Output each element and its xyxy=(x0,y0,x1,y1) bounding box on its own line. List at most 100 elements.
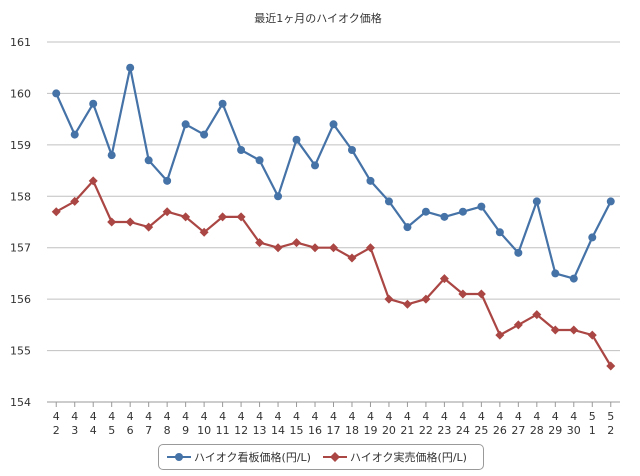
x-tick-month: 4 xyxy=(201,410,208,423)
x-tick-label: 47 xyxy=(145,410,152,437)
x-tick-day: 30 xyxy=(567,424,581,437)
data-point[interactable] xyxy=(477,202,486,211)
x-tick-month: 4 xyxy=(256,410,263,423)
data-point[interactable] xyxy=(292,238,302,248)
data-point[interactable] xyxy=(569,274,578,283)
data-point[interactable] xyxy=(347,253,357,263)
data-point[interactable] xyxy=(550,325,560,335)
legend-item-signboard-price[interactable]: ハイオク看板価格(円/L) xyxy=(167,449,311,465)
x-tick-month: 4 xyxy=(127,410,134,423)
x-tick-label: 418 xyxy=(345,410,359,437)
data-point[interactable] xyxy=(292,135,301,144)
x-tick-label: 49 xyxy=(182,410,189,437)
data-point[interactable] xyxy=(495,330,505,340)
data-point[interactable] xyxy=(384,294,394,304)
data-point[interactable] xyxy=(89,99,98,108)
x-tick-day: 26 xyxy=(493,424,507,437)
x-tick-month: 4 xyxy=(238,410,245,423)
data-point[interactable] xyxy=(403,223,412,232)
data-point[interactable] xyxy=(181,212,191,222)
data-point[interactable] xyxy=(311,161,320,170)
data-point[interactable] xyxy=(218,99,227,108)
data-point[interactable] xyxy=(365,243,375,253)
data-point[interactable] xyxy=(70,130,79,139)
data-point[interactable] xyxy=(310,243,320,253)
data-point[interactable] xyxy=(329,243,338,253)
data-point[interactable] xyxy=(163,176,172,185)
data-point[interactable] xyxy=(255,238,265,248)
x-tick-month: 4 xyxy=(293,410,300,423)
data-point[interactable] xyxy=(51,207,61,217)
data-point[interactable] xyxy=(440,212,449,221)
x-tick-label: 417 xyxy=(327,410,341,437)
data-point[interactable] xyxy=(218,212,228,222)
data-point[interactable] xyxy=(144,156,153,165)
x-tick-month: 4 xyxy=(164,410,171,423)
data-point[interactable] xyxy=(606,197,615,206)
x-tick-label: 419 xyxy=(363,410,377,437)
x-tick-label: 42 xyxy=(53,410,60,437)
data-point[interactable] xyxy=(347,146,356,154)
data-point[interactable] xyxy=(126,63,135,72)
data-point[interactable] xyxy=(329,120,338,129)
x-tick-label: 420 xyxy=(382,410,396,437)
x-tick-day: 9 xyxy=(182,424,189,437)
data-point[interactable] xyxy=(200,130,209,139)
data-point[interactable] xyxy=(439,274,449,284)
data-point[interactable] xyxy=(255,156,264,165)
legend-item-actual-price[interactable]: ハイオク実売価格(円/L) xyxy=(322,449,467,465)
x-tick-month: 4 xyxy=(145,410,152,423)
x-tick-month: 5 xyxy=(607,410,614,423)
data-point[interactable] xyxy=(421,207,430,216)
y-tick-label: 154 xyxy=(10,396,31,409)
data-point[interactable] xyxy=(551,269,560,278)
data-point[interactable] xyxy=(421,294,431,304)
data-point[interactable] xyxy=(513,320,523,330)
x-tick-day: 28 xyxy=(530,424,544,437)
x-tick-day: 20 xyxy=(382,424,396,437)
series-layer xyxy=(51,63,616,371)
data-point[interactable] xyxy=(366,176,375,185)
data-point[interactable] xyxy=(181,120,190,129)
data-point[interactable] xyxy=(476,289,486,299)
x-tick-label: 411 xyxy=(216,410,230,437)
x-tick-label: 422 xyxy=(419,410,433,437)
diamond-marker-icon xyxy=(322,452,347,462)
data-point[interactable] xyxy=(273,243,283,253)
series-1 xyxy=(51,176,616,371)
data-point[interactable] xyxy=(514,248,523,257)
data-point[interactable] xyxy=(274,192,283,201)
data-point[interactable] xyxy=(125,217,135,227)
data-point[interactable] xyxy=(52,89,61,98)
x-tick-day: 11 xyxy=(216,424,230,437)
x-tick-label: 48 xyxy=(164,410,171,437)
x-tick-label: 412 xyxy=(234,410,248,437)
data-point[interactable] xyxy=(588,233,597,242)
data-point[interactable] xyxy=(569,325,579,335)
data-point[interactable] xyxy=(532,197,541,206)
data-point[interactable] xyxy=(384,197,393,206)
data-point[interactable] xyxy=(458,207,467,216)
data-point[interactable] xyxy=(236,212,246,222)
data-point[interactable] xyxy=(107,217,117,227)
data-point[interactable] xyxy=(495,228,504,237)
circle-marker-icon xyxy=(167,453,191,461)
data-point[interactable] xyxy=(70,196,80,206)
x-tick-day: 4 xyxy=(90,424,97,437)
data-point[interactable] xyxy=(606,361,616,371)
data-point[interactable] xyxy=(162,207,172,217)
x-tick-month: 4 xyxy=(275,410,282,423)
x-tick-day: 8 xyxy=(164,424,171,437)
data-point[interactable] xyxy=(107,151,116,160)
data-point[interactable] xyxy=(237,146,246,154)
data-point[interactable] xyxy=(402,299,412,309)
data-point[interactable] xyxy=(199,227,209,237)
x-tick-day: 13 xyxy=(253,424,267,437)
data-point[interactable] xyxy=(144,222,154,232)
data-point[interactable] xyxy=(88,176,98,186)
data-point[interactable] xyxy=(458,289,468,299)
data-point[interactable] xyxy=(532,310,542,320)
x-tick-label: 413 xyxy=(253,410,267,437)
data-point[interactable] xyxy=(587,330,597,340)
